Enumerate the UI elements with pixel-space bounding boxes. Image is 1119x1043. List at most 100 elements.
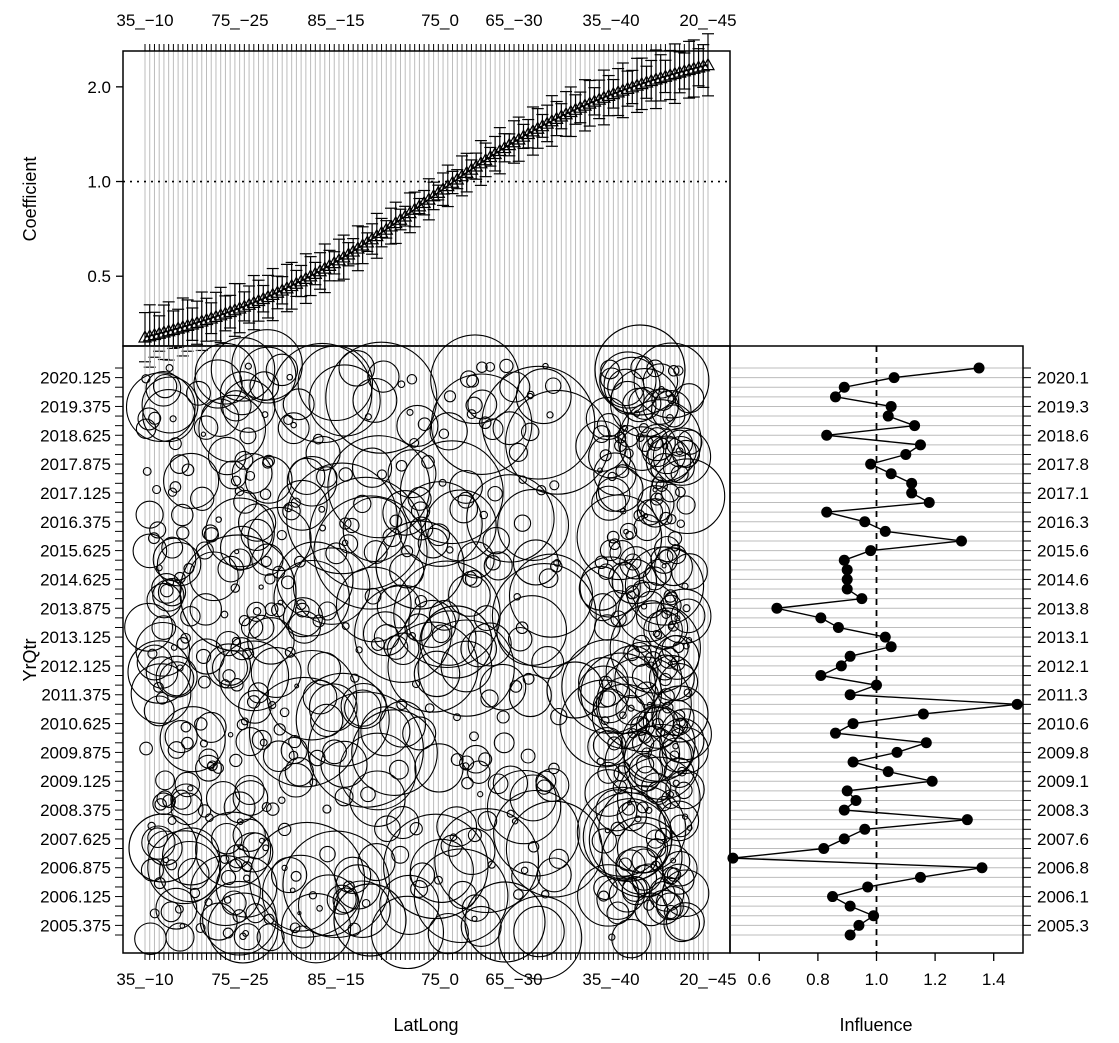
bubble: [440, 640, 493, 693]
bubble: [342, 496, 408, 563]
bubble: [155, 770, 176, 791]
bubble: [399, 440, 504, 545]
bubble: [318, 505, 326, 513]
bubble: [395, 459, 408, 472]
bubble: [288, 735, 302, 749]
bubble: [335, 566, 412, 643]
bubble: [476, 361, 488, 373]
influence-point: [847, 718, 859, 730]
bubble: [260, 555, 272, 568]
bubble: [406, 408, 414, 416]
bubble-y-tick-label: 2017.875: [40, 455, 111, 474]
bubble: [461, 776, 474, 790]
bubble: [434, 808, 540, 914]
bubble: [436, 806, 478, 848]
coefficient-point: [265, 287, 280, 300]
influence-point: [838, 833, 850, 845]
coefficient-point: [431, 185, 446, 198]
bubble: [195, 811, 272, 888]
bubble: [621, 875, 648, 902]
influence-point: [853, 919, 865, 931]
bubble: [662, 404, 686, 428]
bubble: [186, 380, 211, 406]
bubble: [459, 755, 475, 771]
bubble: [610, 610, 627, 627]
bubble: [599, 539, 622, 562]
bubble: [513, 889, 524, 900]
bubble: [233, 832, 274, 873]
coefficient-point: [360, 234, 375, 248]
bubble: [364, 587, 382, 605]
bubble: [233, 923, 261, 951]
coefficient-point: [365, 231, 380, 245]
bubble: [665, 769, 705, 810]
coefficient-point: [549, 111, 564, 124]
bubble: [246, 601, 267, 622]
bubble: [491, 563, 597, 668]
influence-point: [835, 660, 847, 672]
bubble: [409, 822, 423, 836]
bubble: [479, 510, 489, 520]
bubble: [240, 616, 264, 639]
bubble: [354, 585, 452, 683]
bubble-panel: 2020.125 2019.375 2018.625 2017.875 2017.125…: [20, 324, 737, 1035]
bubble: [344, 517, 360, 534]
bubble: [645, 806, 653, 814]
bubble-y-tick-label: 2009.875: [40, 743, 111, 762]
influence-point: [882, 410, 894, 422]
bubble: [483, 551, 513, 581]
influence-y-tick-label: 2015.6: [1037, 542, 1089, 561]
bubble: [616, 800, 647, 832]
bubble: [222, 379, 276, 433]
bubble: [282, 830, 390, 939]
coefficient-point: [596, 90, 611, 103]
bubble: [607, 736, 622, 751]
influence-y-tick-label: 2010.6: [1037, 715, 1089, 734]
bubble: [595, 656, 692, 753]
bubble: [595, 477, 631, 512]
bubble: [480, 689, 499, 708]
bubble: [466, 409, 477, 420]
bubble: [142, 466, 152, 476]
coefficient-point: [625, 79, 640, 93]
bubble-y-tick-label: 2006.875: [40, 859, 111, 878]
coefficient-point: [346, 244, 361, 257]
bubble: [308, 364, 381, 437]
bubble: [666, 413, 674, 422]
coefficient-point: [161, 323, 176, 337]
bubble: [667, 395, 677, 405]
bubble: [232, 909, 247, 923]
bubble: [278, 796, 286, 804]
coefficient-point: [237, 299, 252, 312]
bubble: [246, 695, 261, 709]
influence-y-tick-label: 2007.6: [1037, 830, 1089, 849]
bubble: [513, 514, 532, 532]
influence-point: [771, 602, 783, 614]
bubble: [506, 809, 515, 818]
bubble: [625, 530, 634, 540]
influence-x-tick-label: 0.6: [747, 970, 771, 989]
top-x-tick-label: 75_0: [421, 11, 459, 30]
bubble: [621, 801, 636, 816]
bubble: [243, 874, 251, 882]
bubble: [319, 845, 336, 863]
coefficient-point: [478, 152, 493, 166]
influence-point: [838, 554, 850, 566]
influence-point: [865, 545, 877, 557]
bubble: [409, 437, 420, 448]
bubble: [149, 521, 167, 539]
bubble: [248, 676, 360, 788]
bubble: [623, 528, 629, 535]
bubble: [676, 495, 696, 515]
bubble: [511, 817, 519, 825]
bubble: [675, 447, 684, 456]
bubble: [229, 753, 243, 768]
bubble: [598, 890, 610, 902]
bubble: [197, 675, 211, 689]
bubble: [170, 783, 203, 816]
bubble-y-tick-label: 2006.125: [40, 888, 111, 907]
bubble: [147, 830, 222, 905]
influence-point: [909, 420, 921, 432]
bubble: [295, 672, 390, 767]
coefficient-point: [232, 300, 247, 314]
